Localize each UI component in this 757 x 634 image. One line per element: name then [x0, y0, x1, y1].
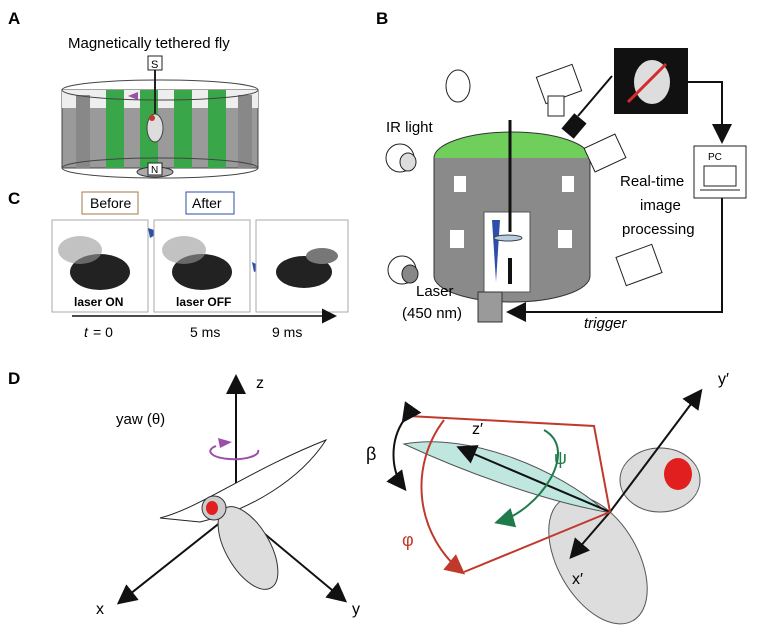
beta-arrow	[386, 401, 422, 492]
high-speed-camera	[561, 113, 587, 139]
t-var: t	[84, 324, 89, 340]
camera-2	[583, 133, 627, 173]
trigger-label: trigger	[584, 315, 628, 332]
yaw-arrow-icon	[218, 438, 232, 448]
yaw-arrow-a	[128, 92, 138, 100]
y-label: y	[352, 601, 360, 618]
processing-label-3: processing	[622, 221, 695, 238]
ir-lamp-3	[387, 255, 419, 285]
panel-c-letter: C	[8, 189, 20, 208]
pc-label: PC	[708, 152, 722, 163]
after-box	[185, 191, 235, 215]
camera-1	[535, 63, 583, 117]
laser-label-1: Laser	[416, 283, 454, 300]
before-box	[81, 191, 139, 215]
magnet-s-label: S	[151, 59, 158, 71]
tracking-image	[614, 48, 688, 114]
y-prime-axis	[609, 388, 703, 513]
stroke-plane-top	[407, 415, 611, 513]
z-label: z	[256, 375, 264, 392]
z-prime-axis	[456, 445, 611, 513]
ir-lamp-1	[385, 143, 417, 173]
t-5ms: 5 ms	[190, 324, 220, 340]
arena-a	[61, 79, 259, 179]
magnet-n-box	[147, 162, 163, 176]
yaw-rotation-ellipse	[209, 445, 260, 461]
x-prime-axis	[569, 511, 611, 560]
phi-arc	[420, 419, 466, 575]
z-prime-label: z′	[472, 421, 483, 438]
fly-body-left	[159, 438, 328, 590]
x-axis	[116, 509, 237, 605]
magnet-n-label: N	[151, 165, 158, 176]
yaw-label: yaw (θ)	[116, 411, 165, 428]
after-label: After	[192, 195, 222, 211]
y-prime-label: y′	[718, 371, 729, 388]
laser-off-label: laser OFF	[176, 295, 231, 309]
ir-lamp-2	[445, 69, 471, 103]
processing-label-1: Real-time	[620, 173, 684, 190]
frame-2	[153, 219, 251, 313]
arena-b	[433, 120, 591, 303]
fly-eye	[149, 115, 155, 121]
ir-light-label: IR light	[386, 119, 434, 136]
panel-b-letter: B	[376, 9, 388, 28]
x-label: x	[96, 601, 104, 618]
frame-3	[255, 219, 349, 313]
panel-a-title: Magnetically tethered fly	[68, 35, 230, 52]
laser-label-2: (450 nm)	[402, 305, 462, 322]
before-label: Before	[90, 195, 131, 211]
image-to-pc-arrow	[688, 81, 732, 144]
beta-label: β	[366, 444, 376, 464]
camera-cable	[577, 75, 613, 117]
wing	[402, 441, 608, 513]
camera-3	[615, 243, 663, 287]
psi-arrow	[494, 429, 559, 528]
processing-label-2: image	[640, 197, 681, 214]
panel-d-letter: D	[8, 369, 20, 388]
pc-box	[693, 145, 747, 199]
panel-a-letter: A	[8, 9, 20, 28]
tethered-fly	[146, 113, 164, 143]
x-prime-label: x′	[572, 571, 583, 588]
stroke-plane-bottom	[463, 511, 611, 573]
phi-label: φ	[402, 530, 414, 550]
frame-1	[51, 219, 149, 313]
laser-on-label: laser ON	[74, 295, 123, 309]
laser-unit	[477, 291, 503, 323]
t-zero: = 0	[93, 324, 113, 340]
trigger-arrow	[506, 198, 723, 322]
t-9ms: 9 ms	[272, 324, 302, 340]
psi-label: ψ	[554, 448, 567, 468]
